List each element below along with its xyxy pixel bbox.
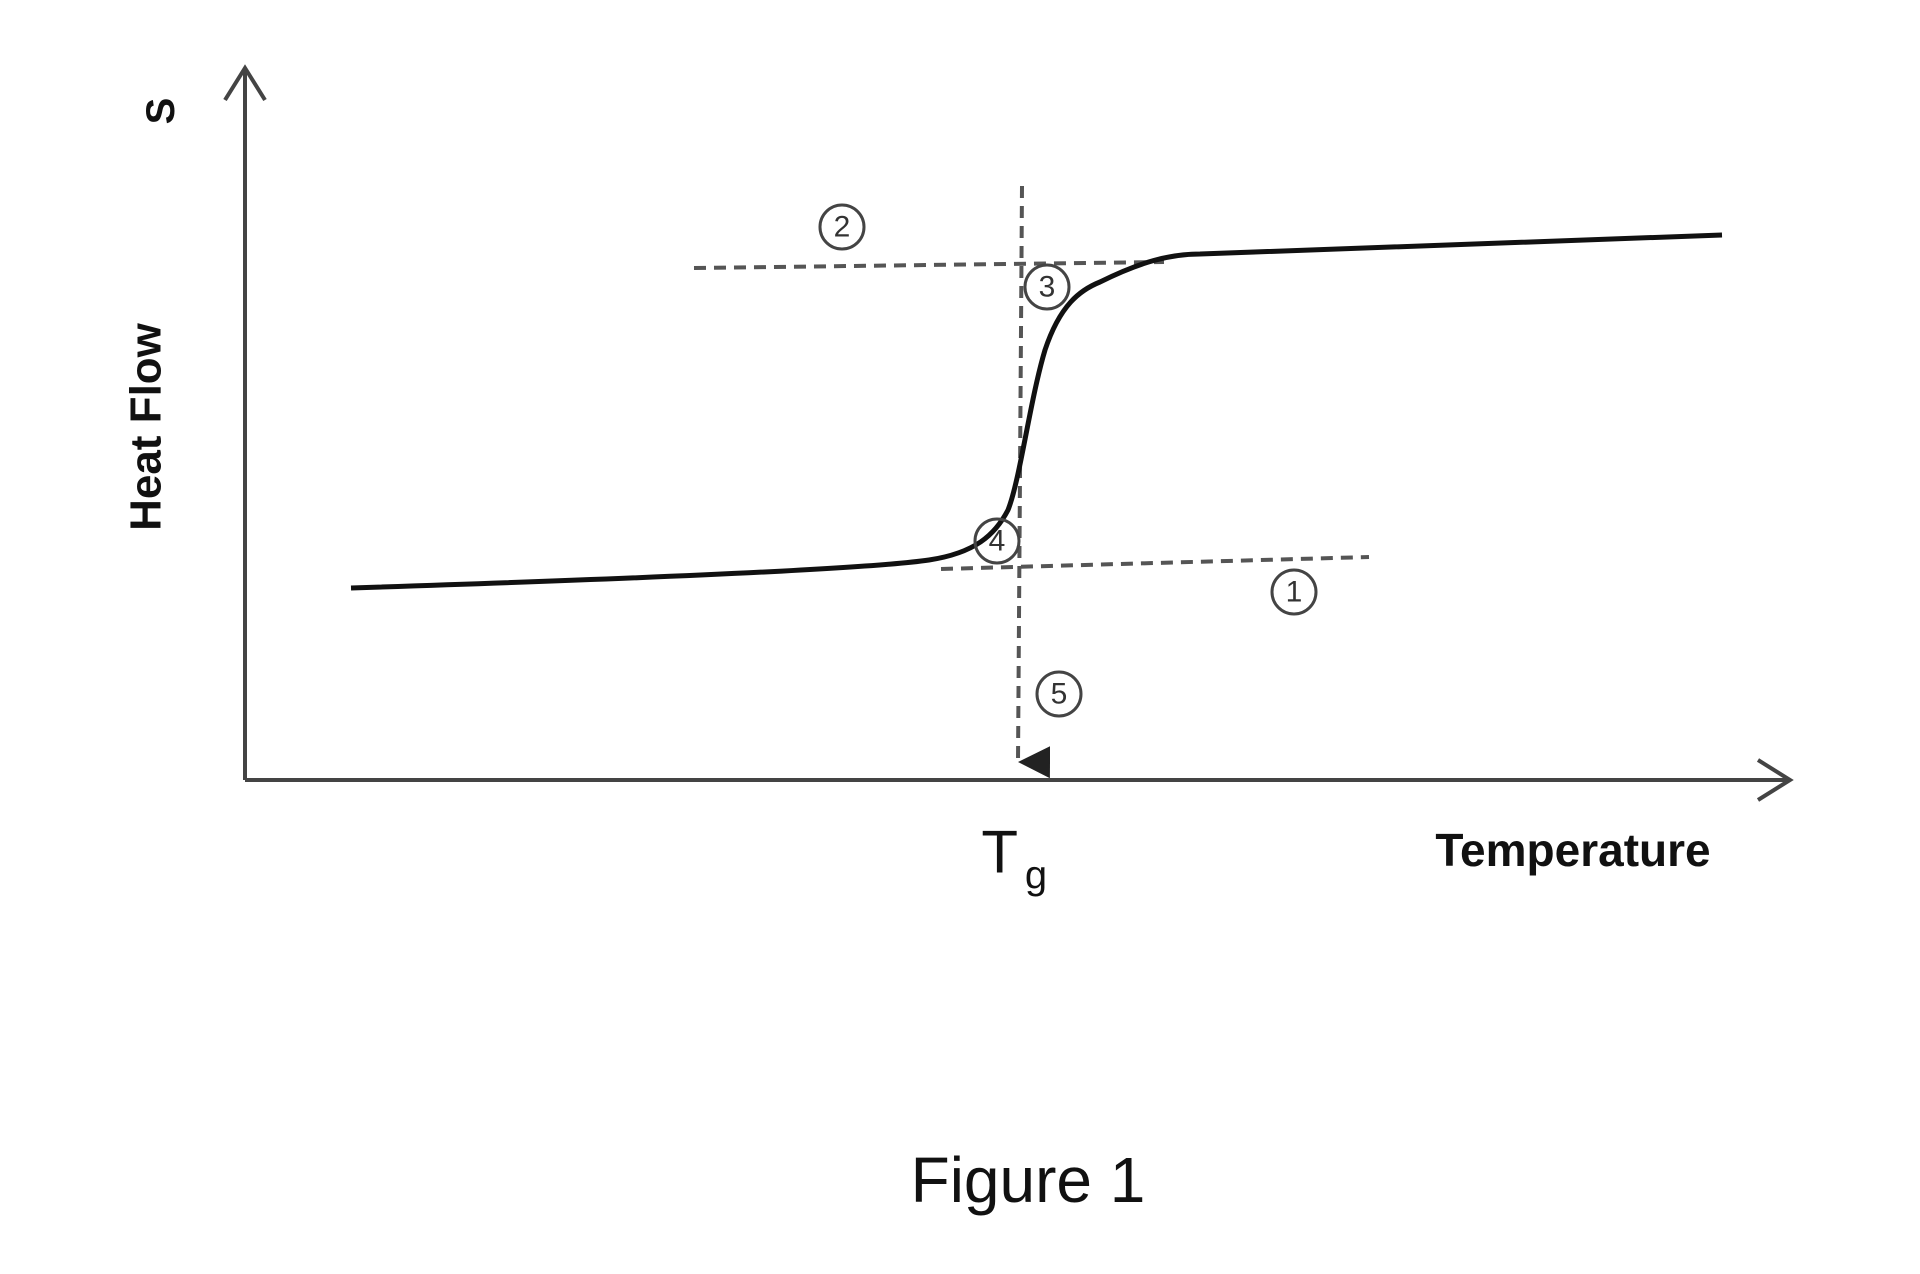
x-axis-label: Temperature (1435, 824, 1710, 876)
marker-2: 2 (818, 203, 866, 251)
marker-label: 1 (1286, 576, 1303, 609)
caption: Figure 1 (911, 1144, 1146, 1216)
y-axis-arrow (223, 64, 267, 102)
marker-5: 5 (1035, 670, 1083, 718)
marker-label: 2 (834, 211, 851, 244)
y-axis-label: Heat Flow (122, 322, 171, 531)
lower-baseline (940, 555, 1370, 571)
x-axis-arrow (1756, 758, 1794, 802)
marker-4: 4 (973, 517, 1021, 565)
tg-subscript: g (1025, 853, 1047, 897)
marker-1: 1 (1270, 568, 1318, 616)
marker-3: 3 (1023, 263, 1071, 311)
marker-label: 4 (989, 525, 1006, 558)
marker-label: 5 (1051, 678, 1068, 711)
heat-flow-curve (350, 232, 1723, 591)
upper-baseline (693, 260, 1165, 270)
tg-main: T (981, 819, 1018, 886)
corner-label: S (139, 98, 183, 125)
marker-label: 3 (1039, 271, 1056, 304)
